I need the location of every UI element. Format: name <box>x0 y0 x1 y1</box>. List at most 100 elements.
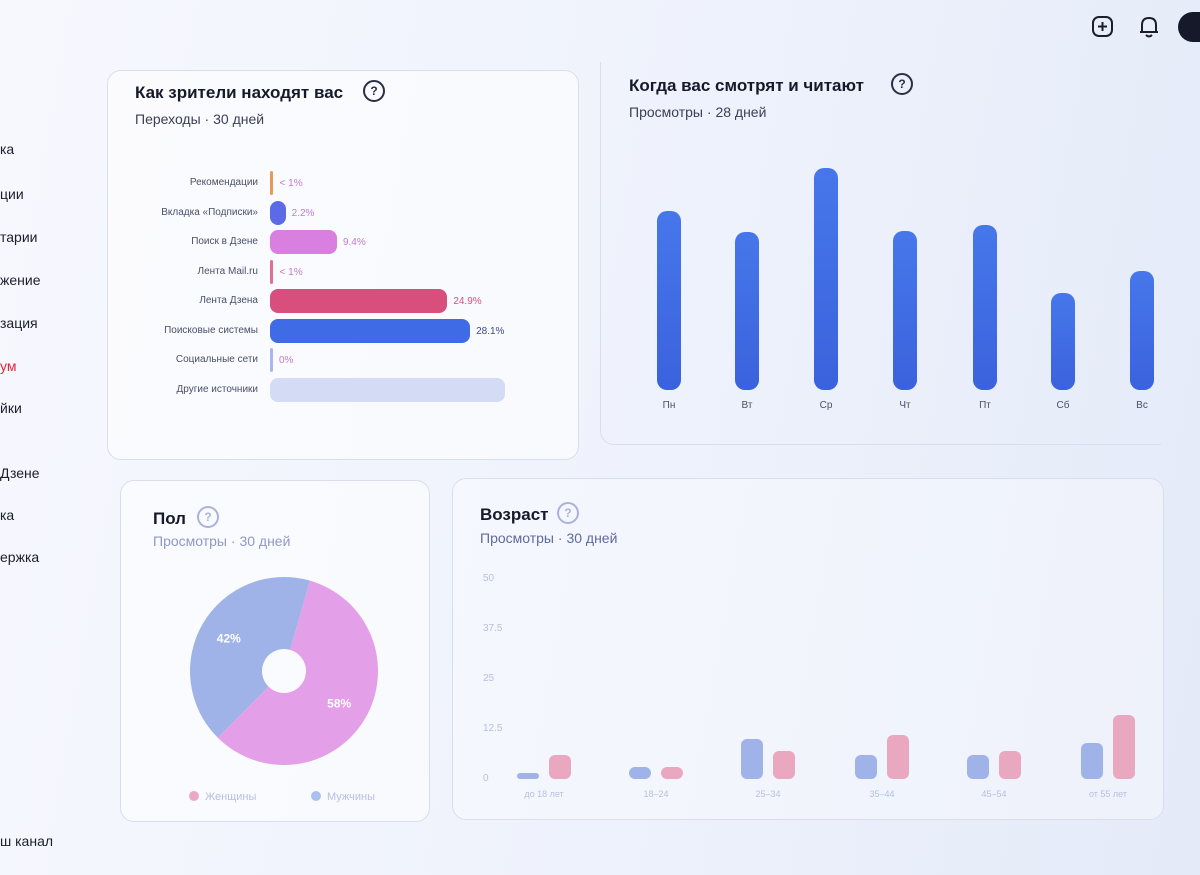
pie-value-label: 42% <box>217 632 241 646</box>
age-y-tick: 0 <box>483 773 489 784</box>
sidebar: ка ции тарии жение зация ум йки Дзене ка… <box>0 0 60 875</box>
sidebar-item[interactable]: Дзене <box>0 465 40 481</box>
add-icon[interactable] <box>1090 14 1116 40</box>
weekday-bar[interactable] <box>814 167 838 390</box>
age-bar[interactable] <box>999 751 1021 779</box>
age-bar[interactable] <box>549 755 571 779</box>
weekday-bar[interactable] <box>893 230 917 390</box>
age-y-tick: 12.5 <box>483 723 503 734</box>
source-bar[interactable] <box>270 230 337 254</box>
bell-icon[interactable] <box>1136 14 1162 40</box>
age-y-tick: 25 <box>483 673 495 684</box>
sidebar-item[interactable]: тарии <box>0 229 38 245</box>
source-value: 0% <box>279 355 294 366</box>
gender-subtitle: Просмотры · 30 дней <box>153 533 291 549</box>
help-icon[interactable]: ? <box>557 502 579 524</box>
help-icon[interactable]: ? <box>363 80 385 102</box>
source-value: < 1% <box>279 266 303 278</box>
weekday-label: Вт <box>741 400 753 411</box>
age-x-label: 35–44 <box>869 789 895 799</box>
source-bar[interactable] <box>270 289 448 313</box>
weekday-label: Ср <box>819 400 833 411</box>
weekday-bar[interactable] <box>1051 293 1075 390</box>
sidebar-item[interactable]: зация <box>0 315 38 331</box>
source-value: 24.9% <box>453 296 482 307</box>
age-x-label: 45–54 <box>981 789 1007 799</box>
legend-men: Мужчины <box>311 791 375 803</box>
age-bar[interactable] <box>967 755 989 779</box>
legend-dot <box>189 791 199 801</box>
source-value: 28.1% <box>476 325 505 337</box>
source-label: Социальные сети <box>175 354 258 365</box>
source-bar[interactable] <box>270 377 505 402</box>
weekday-card: Когда вас смотрят и читают ? Просмотры ·… <box>600 62 1161 445</box>
weekday-label: Сб <box>1056 400 1070 411</box>
sidebar-item[interactable]: ержка <box>0 549 40 565</box>
age-title: Возраст <box>480 505 549 524</box>
sidebar-item[interactable]: жение <box>0 272 41 288</box>
gender-pie-svg: 58% 42% <box>190 577 378 765</box>
age-y-tick: 50 <box>483 573 495 584</box>
weekday-label: Вс <box>1136 400 1148 411</box>
legend-dot <box>311 791 321 801</box>
source-bar[interactable] <box>270 318 471 343</box>
age-subtitle: Просмотры · 30 дней <box>480 530 618 546</box>
age-card: Возраст ? Просмотры · 30 дней 50 37.5 25 12… <box>452 478 1164 820</box>
legend-women: Женщины <box>189 791 256 803</box>
legend-label: Женщины <box>205 791 257 803</box>
sidebar-item[interactable]: ка <box>0 141 15 157</box>
source-label: Поиск в Дзене <box>191 236 258 247</box>
age-bar[interactable] <box>629 767 651 779</box>
age-x-label: 18–24 <box>643 789 669 799</box>
weekday-label: Пн <box>662 400 676 411</box>
traffic-sources-card: Как зрители находят вас ? Переходы · 30 … <box>107 70 579 460</box>
help-icon[interactable]: ? <box>197 506 219 528</box>
age-bar[interactable] <box>517 773 539 779</box>
source-label: Лента Mail.ru <box>197 265 258 277</box>
weekday-bar[interactable] <box>657 211 681 390</box>
sidebar-item[interactable]: ции <box>0 186 24 202</box>
sidebar-item-channel[interactable]: ш канал <box>0 833 54 849</box>
age-x-label: 25–34 <box>755 789 781 799</box>
sidebar-item[interactable]: йки <box>0 400 22 416</box>
weekday-bar[interactable] <box>973 224 997 390</box>
traffic-sources-subtitle: Переходы · 30 дней <box>135 111 265 127</box>
source-label: Другие источники <box>176 383 258 395</box>
pie-slice-0[interactable] <box>217 580 378 765</box>
pie-slice-1[interactable] <box>190 577 310 738</box>
source-bar[interactable] <box>270 171 273 195</box>
weekday-label: Пт <box>979 400 991 411</box>
source-label: Вкладка «Подписки» <box>161 206 258 218</box>
source-label: Лента Дзена <box>199 295 258 306</box>
sidebar-item[interactable]: ка <box>0 507 15 523</box>
top-toolbar <box>1090 12 1200 42</box>
traffic-sources-title: Как зрители находят вас <box>135 83 344 102</box>
weekday-bar[interactable] <box>735 232 759 390</box>
age-bar[interactable] <box>741 739 763 779</box>
age-x-label: до 18 лет <box>524 789 564 799</box>
avatar[interactable] <box>1178 12 1200 42</box>
weekday-label: Чт <box>899 400 911 411</box>
age-bar[interactable] <box>855 755 877 779</box>
gender-title: Пол <box>153 509 186 528</box>
age-y-tick: 37.5 <box>483 623 503 634</box>
help-icon[interactable]: ? <box>891 73 913 95</box>
age-bar[interactable] <box>773 751 795 779</box>
age-x-label: от 55 лет <box>1088 789 1128 799</box>
legend-label: Мужчины <box>327 791 376 803</box>
source-label: Поисковые системы <box>164 324 258 336</box>
sidebar-item[interactable]: ум <box>0 358 17 374</box>
weekday-title: Когда вас смотрят и читают <box>629 76 864 95</box>
weekday-bar[interactable] <box>1130 271 1154 390</box>
source-bar[interactable] <box>270 348 273 372</box>
age-bar[interactable] <box>1113 715 1135 779</box>
source-bar[interactable] <box>270 259 273 284</box>
source-bar[interactable] <box>270 200 286 225</box>
age-bar[interactable] <box>1081 743 1103 779</box>
age-bar[interactable] <box>661 767 683 779</box>
weekday-subtitle: Просмотры · 28 дней <box>629 104 767 120</box>
pie-value-label: 58% <box>327 696 351 710</box>
source-label: Рекомендации <box>189 177 258 188</box>
age-bar[interactable] <box>887 735 909 779</box>
